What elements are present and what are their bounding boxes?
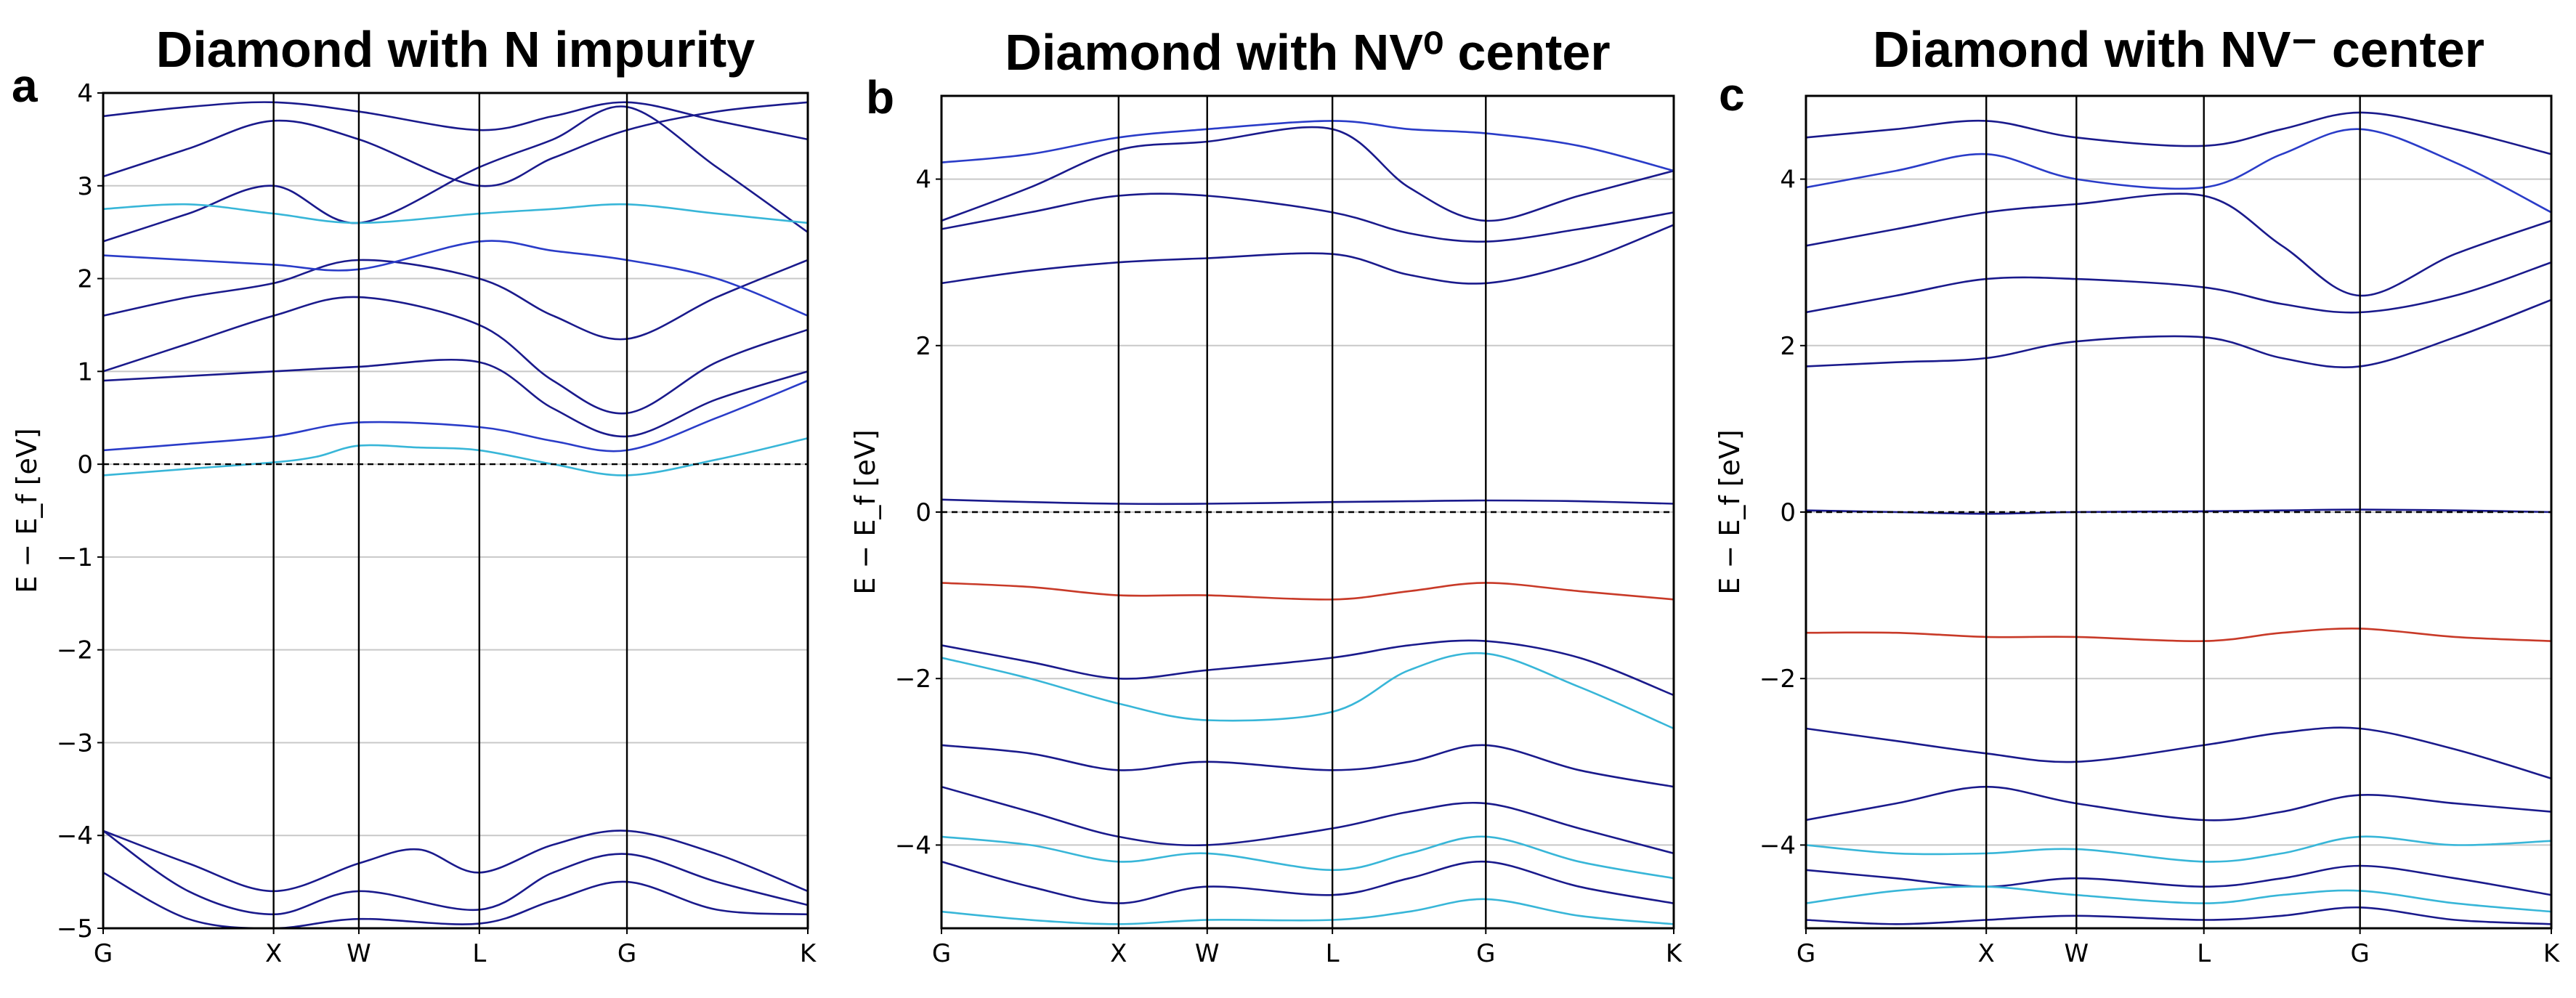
panel-label: b xyxy=(866,71,894,123)
chart-title: Diamond with NV⁻ center xyxy=(1873,21,2484,78)
y-tick-label: 2 xyxy=(915,332,931,361)
panel-a: −5 −4 −3 −2 −1 0 1 2 3 4 G X W L G K E − E_f [eV] Diamond… xyxy=(11,21,817,968)
chart-title: Diamond with N impurity xyxy=(156,21,756,78)
band-line xyxy=(941,582,1674,601)
k-point-label: X xyxy=(265,939,282,968)
y-tick-label: −1 xyxy=(57,543,93,572)
k-point-label: G xyxy=(617,939,636,968)
y-tick-label: −4 xyxy=(1759,831,1796,860)
band-line xyxy=(1806,885,2551,913)
band-line xyxy=(103,829,808,893)
band-line xyxy=(1806,111,2551,155)
k-point-label: L xyxy=(1326,939,1340,968)
panel-c: −4 −2 0 2 4 G X W L G K E − E_f [eV] Diamond with NV… xyxy=(1714,21,2561,968)
k-point-label: W xyxy=(2064,939,2089,968)
band-line xyxy=(941,192,1674,243)
band-line xyxy=(1806,192,2551,297)
band-line xyxy=(1806,128,2551,214)
plot-frame xyxy=(1805,94,2553,930)
panel-label: a xyxy=(12,60,38,112)
band-line xyxy=(941,860,1674,904)
k-point-label: L xyxy=(472,939,486,968)
y-tick-label: −2 xyxy=(895,665,931,694)
bands xyxy=(103,101,808,928)
y-tick-label: 3 xyxy=(77,172,93,201)
k-point-label: G xyxy=(932,939,951,968)
band-line xyxy=(103,379,808,453)
y-axis-label: E − E_f [eV] xyxy=(11,428,43,593)
band-line xyxy=(103,101,808,187)
y-tick-label: 2 xyxy=(1780,332,1796,361)
y-tick-label: −4 xyxy=(895,831,931,860)
band-line xyxy=(103,296,808,415)
band-line xyxy=(941,120,1674,172)
band-line xyxy=(1806,835,2551,863)
band-line xyxy=(103,259,808,341)
band-line xyxy=(1806,726,2551,779)
plot-frame xyxy=(940,94,1675,930)
k-point-label: K xyxy=(1666,939,1683,968)
band-line xyxy=(1806,627,2551,643)
y-tick-label: 4 xyxy=(77,79,93,108)
k-point-label: K xyxy=(2543,939,2561,968)
band-line xyxy=(103,437,808,476)
band-line xyxy=(1806,864,2551,896)
k-point-label: L xyxy=(2197,939,2211,968)
k-point-label: G xyxy=(2350,939,2369,968)
y-tick-label: −5 xyxy=(57,914,93,944)
bands xyxy=(1806,111,2551,925)
y-axis-label: E − E_f [eV] xyxy=(1714,429,1746,595)
panel-label: c xyxy=(1719,68,1745,121)
k-point-label: G xyxy=(94,939,113,968)
bands xyxy=(941,120,1674,925)
band-line xyxy=(1806,906,2551,925)
band-line xyxy=(941,498,1674,506)
band-line xyxy=(941,785,1674,855)
chart-title: Diamond with NV⁰ center xyxy=(1005,24,1610,81)
band-line xyxy=(941,898,1674,925)
k-point-label: X xyxy=(1978,939,1995,968)
band-line xyxy=(941,126,1674,222)
y-tick-label: −4 xyxy=(57,821,93,851)
y-tick-label: 0 xyxy=(915,498,931,527)
k-point-label: X xyxy=(1110,939,1127,968)
band-line xyxy=(941,639,1674,697)
band-line xyxy=(941,652,1674,730)
k-point-label: W xyxy=(1195,939,1220,968)
band-line xyxy=(941,744,1674,788)
k-point-label: G xyxy=(1476,939,1495,968)
k-point-label: W xyxy=(347,939,371,968)
band-line xyxy=(941,224,1674,285)
y-tick-label: −2 xyxy=(57,636,93,665)
band-line xyxy=(103,105,808,243)
y-tick-label: 4 xyxy=(915,166,931,195)
y-tick-label: 0 xyxy=(77,450,93,479)
band-line xyxy=(103,203,808,224)
y-tick-label: −3 xyxy=(57,729,93,758)
panel-b: −4 −2 0 2 4 G X W L G K E − E_f [eV] Diamond with NV… xyxy=(849,24,1683,968)
band-line xyxy=(1806,261,2551,314)
y-tick-label: 2 xyxy=(77,265,93,294)
y-tick-label: −2 xyxy=(1759,665,1796,694)
y-axis-label: E − E_f [eV] xyxy=(849,429,881,595)
band-line xyxy=(1806,299,2551,369)
band-line xyxy=(103,829,808,916)
k-point-label: G xyxy=(1797,939,1815,968)
band-line xyxy=(1806,785,2551,821)
y-tick-label: 1 xyxy=(77,357,93,386)
plot-frame xyxy=(102,92,809,930)
y-tick-label: 4 xyxy=(1780,166,1796,195)
y-tick-label: 0 xyxy=(1780,498,1796,527)
band-line xyxy=(941,835,1674,880)
k-point-label: K xyxy=(800,939,817,968)
band-line xyxy=(103,101,808,141)
